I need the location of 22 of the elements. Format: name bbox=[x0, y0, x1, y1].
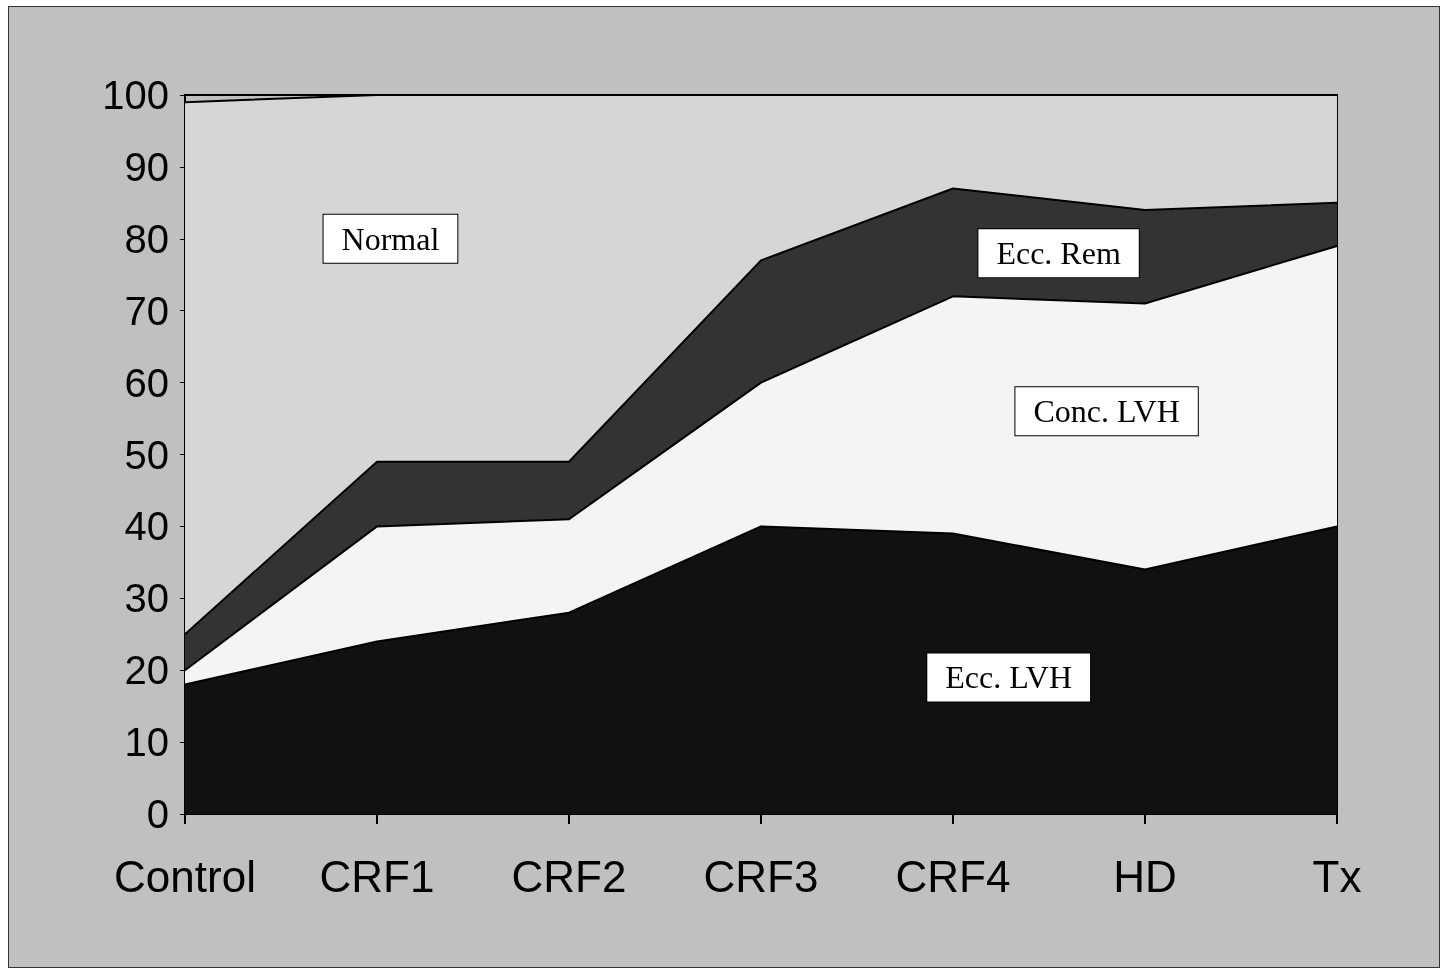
x-tick-label: HD bbox=[1113, 851, 1177, 901]
y-tick-label: 50 bbox=[124, 432, 169, 477]
y-tick-label: 10 bbox=[124, 720, 169, 765]
x-tick-label: CRF2 bbox=[511, 851, 627, 901]
x-tick-label: CRF3 bbox=[703, 851, 819, 901]
series-label: Ecc. Rem bbox=[996, 235, 1121, 272]
y-tick-label: 40 bbox=[124, 504, 169, 549]
y-tick-label: 60 bbox=[124, 360, 169, 405]
y-tick-label: 80 bbox=[124, 216, 169, 261]
series-label: Conc. LVH bbox=[1033, 393, 1180, 430]
y-tick-label: 30 bbox=[124, 576, 169, 621]
y-tick-label: 20 bbox=[124, 648, 169, 693]
series-label: Ecc. LVH bbox=[945, 659, 1073, 696]
x-tick-label: Tx bbox=[1312, 851, 1362, 901]
series-label: Normal bbox=[341, 220, 440, 257]
y-tick-label: 0 bbox=[146, 792, 169, 836]
x-tick-label: CRF4 bbox=[895, 851, 1011, 901]
y-tick-label: 90 bbox=[124, 144, 169, 189]
x-tick-label: Control bbox=[114, 851, 256, 901]
y-tick-label: 100 bbox=[102, 73, 169, 117]
y-tick-label: 70 bbox=[124, 288, 169, 333]
x-tick-label: CRF1 bbox=[319, 851, 435, 901]
